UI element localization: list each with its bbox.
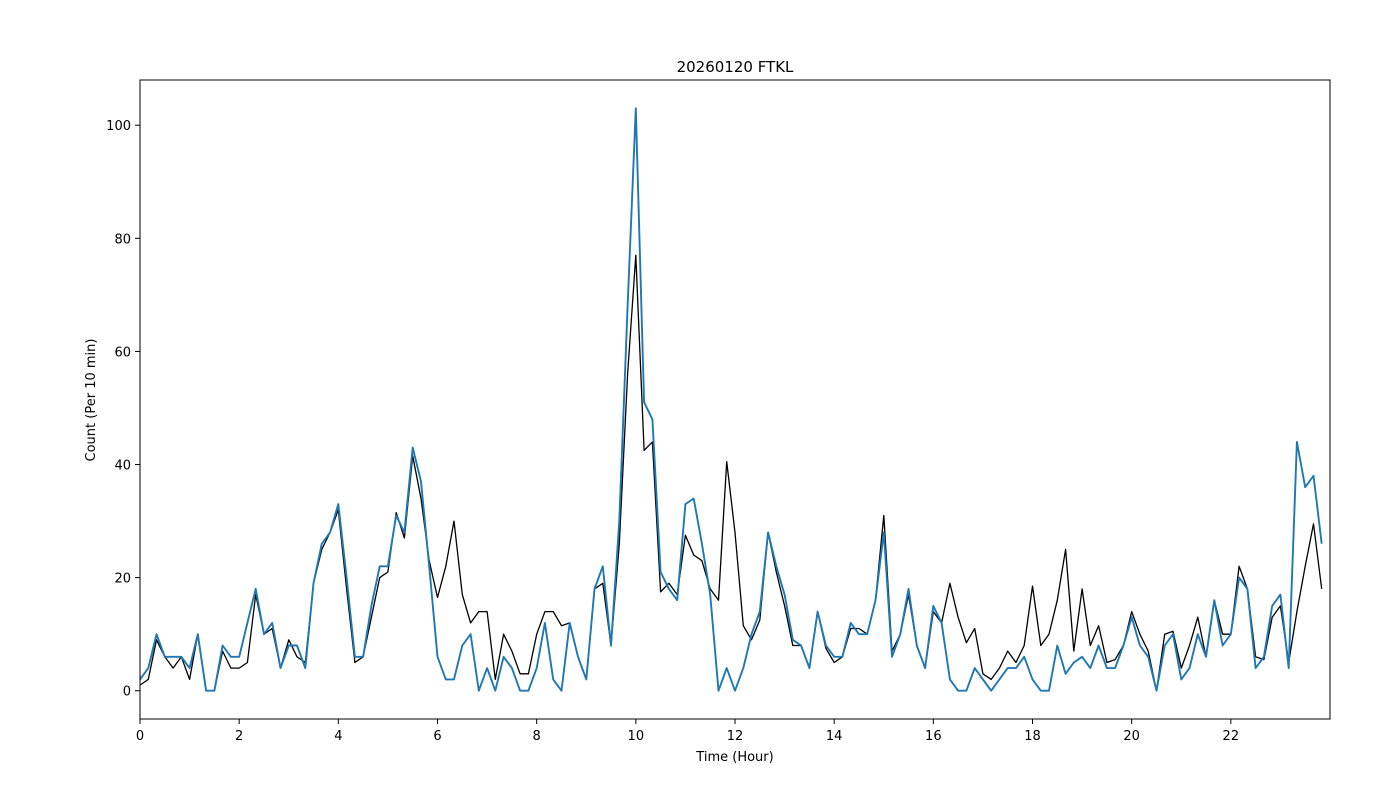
- y-tick-label: 100: [106, 119, 131, 134]
- plot-lines: [139, 107, 1323, 692]
- x-tick-label: 8: [533, 729, 541, 744]
- y-tick-label: 80: [114, 232, 131, 247]
- chart-title: 20260120 FTKL: [677, 58, 794, 76]
- x-tick-label: 6: [433, 729, 441, 744]
- x-tick-label: 22: [1223, 729, 1240, 744]
- x-tick-label: 16: [925, 729, 942, 744]
- x-tick-label: 14: [826, 729, 843, 744]
- x-tick-label: 2: [235, 729, 243, 744]
- x-tick-label: 12: [727, 729, 744, 744]
- x-tick-label: 18: [1024, 729, 1041, 744]
- y-tick-label: 0: [123, 685, 131, 700]
- series-line-1: [139, 254, 1323, 692]
- series-line-2: [139, 107, 1323, 692]
- y-tick-label: 60: [114, 345, 131, 360]
- x-axis-label: Time (Hour): [695, 750, 773, 765]
- y-tick-label: 40: [114, 459, 131, 474]
- plot-frame: [139, 79, 1331, 720]
- x-tick-label: 0: [136, 729, 144, 744]
- x-tick-label: 20: [1123, 729, 1140, 744]
- y-tick-label: 20: [114, 572, 131, 587]
- x-tick-label: 10: [628, 729, 645, 744]
- y-axis: 0 20 40 60 80 100: [106, 119, 140, 700]
- x-tick-label: 4: [334, 729, 342, 744]
- y-axis-label: Count (Per 10 min): [84, 339, 99, 462]
- x-axis: 0 2 4 6 8 10 12 14 16 18 20 22: [136, 719, 1239, 744]
